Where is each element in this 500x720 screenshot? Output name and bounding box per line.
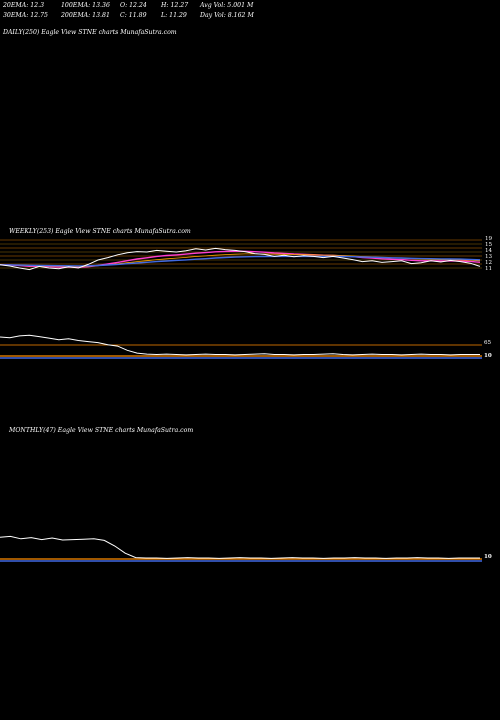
- stat-close: C: 11.89: [120, 12, 147, 19]
- header-stats: 20EMA: 12.3 100EMA: 13.36 O: 12.24 H: 12…: [2, 2, 254, 19]
- weekly-ema-line-blue: [0, 255, 481, 267]
- daily-panel-label: DAILY(250) Eagle View STNE charts Munafa…: [2, 29, 177, 36]
- stat-30ema: 30EMA: 12.75: [3, 12, 48, 19]
- weekly-indicator-tick-10: 10: [484, 353, 492, 359]
- weekly-tick-13: 13: [485, 254, 493, 260]
- stat-20ema: 20EMA: 12.3: [2, 2, 44, 9]
- stat-day-vol: Day Vol: 8.162 M: [199, 12, 254, 19]
- weekly-indicator-panel: 65 10: [0, 334, 492, 359]
- weekly-tick-14: 14: [485, 248, 493, 254]
- monthly-indicator-line: [0, 535, 480, 559]
- weekly-tick-15: 15: [485, 242, 493, 248]
- stat-100ema: 100EMA: 13.36: [61, 2, 110, 9]
- monthly-indicator-panel: 10: [0, 535, 492, 562]
- monthly-panel-label: MONTHLY(47) Eagle View STNE charts Munaf…: [8, 427, 193, 434]
- stat-high: H: 12.27: [160, 2, 188, 9]
- weekly-tick-19: 19: [485, 236, 493, 242]
- weekly-panel-label: WEEKLY(253) Eagle View STNE charts Munaf…: [9, 228, 191, 235]
- weekly-indicator-line: [0, 334, 480, 356]
- weekly-price-axis: 19 15 14 13 12 11: [485, 236, 493, 272]
- stat-low: L: 11.29: [160, 12, 187, 19]
- weekly-price-panel: 19 15 14 13 12 11: [0, 236, 493, 272]
- monthly-indicator-tick-10: 10: [484, 554, 492, 560]
- weekly-indicator-tick-65: 65: [484, 340, 492, 346]
- weekly-ema-bands: [0, 239, 482, 269]
- weekly-tick-11: 11: [485, 266, 492, 272]
- weekly-price-line: [0, 247, 481, 271]
- stat-200ema: 200EMA: 13.81: [60, 12, 110, 19]
- weekly-tick-12: 12: [485, 260, 493, 266]
- stat-open: O: 12.24: [120, 2, 147, 9]
- stat-avg-vol: Avg Vol: 5.001 M: [199, 2, 254, 9]
